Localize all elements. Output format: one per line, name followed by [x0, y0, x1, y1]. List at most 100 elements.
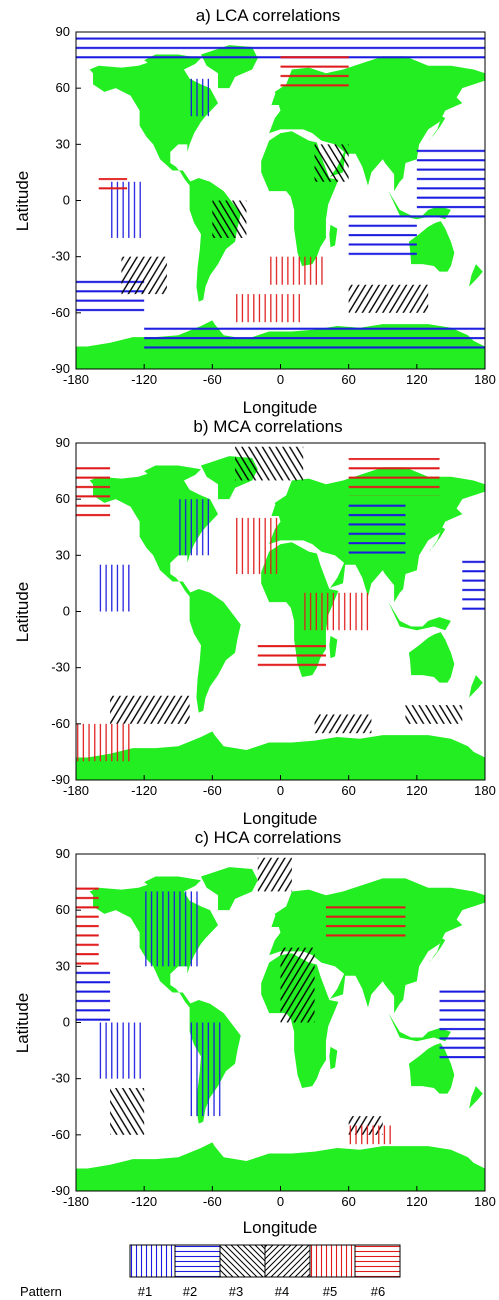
panel-hca-map: c) HCA correlations -180 -120 -60 0 60 120 180… — [13, 828, 496, 1237]
x-tick-label: 120 — [406, 1194, 428, 1209]
hatched-regions — [76, 35, 485, 351]
hatch-region-pattern-4 — [314, 144, 349, 182]
hatch-region-pattern-6 — [257, 639, 326, 668]
map-plot — [76, 857, 485, 1191]
x-tick-label: -60 — [203, 372, 222, 387]
legend-swatch-3 — [219, 1244, 266, 1278]
hatch-region-pattern-1 — [189, 78, 213, 117]
hatch-region-pattern-4 — [235, 446, 304, 481]
legend-item-label: #6 — [371, 1284, 385, 1299]
hatch-region-pattern-1 — [98, 1022, 145, 1079]
legend-swatch-6 — [354, 1244, 401, 1278]
x-tick-label: -180 — [63, 783, 89, 798]
legend-labels: #1 #2 #3 #4 #5 #6 — [138, 1284, 385, 1299]
x-tick-label: 0 — [277, 783, 284, 798]
x-tick-label: -60 — [203, 1194, 222, 1209]
y-tick-label: 30 — [56, 958, 70, 973]
x-tick-label: 180 — [474, 1194, 496, 1209]
x-tick-label: -120 — [131, 783, 157, 798]
hatch-region-pattern-6 — [280, 50, 349, 89]
x-tick-label: 180 — [474, 372, 496, 387]
legend-swatch-2 — [174, 1244, 221, 1278]
y-tick-label: 90 — [56, 435, 70, 450]
map-plot — [76, 446, 485, 780]
x-tick-label: 120 — [406, 783, 428, 798]
hatch-region-pattern-1 — [178, 499, 213, 556]
y-tick-label: 90 — [56, 24, 70, 39]
y-axis-label: Latitude — [13, 171, 32, 232]
y-tick-label: -60 — [51, 716, 70, 731]
hatch-region-pattern-2 — [348, 499, 406, 556]
x-tick-label: -120 — [131, 1194, 157, 1209]
x-tick-label: 0 — [277, 372, 284, 387]
hatch-region-pattern-4 — [212, 200, 247, 238]
hatch-region-pattern-5 — [269, 256, 326, 285]
legend-swatch-1 — [129, 1244, 176, 1278]
x-tick-label: 60 — [341, 372, 355, 387]
x-tick-label: -60 — [203, 783, 222, 798]
hatched-regions — [76, 446, 485, 762]
hatch-region-pattern-4 — [110, 1088, 145, 1135]
x-tick-label: -180 — [63, 1194, 89, 1209]
hatch-region-pattern-6 — [76, 465, 111, 518]
x-axis: -180 -120 -60 0 60 120 180 — [63, 1186, 496, 1209]
x-axis-label: Longitude — [243, 1218, 318, 1237]
x-tick-label: 0 — [277, 1194, 284, 1209]
y-tick-label: -30 — [51, 249, 70, 264]
x-tick-label: 60 — [341, 783, 355, 798]
hatch-region-pattern-6 — [76, 882, 99, 967]
y-axis: 90 60 30 0 -30 -60 -90 — [51, 435, 81, 787]
panel-title: b) MCA correlations — [193, 417, 342, 436]
hatch-region-pattern-3 — [348, 284, 429, 313]
x-tick-label: 120 — [406, 372, 428, 387]
panel-title: c) HCA correlations — [195, 828, 341, 847]
map-plot — [76, 35, 485, 369]
hatch-region-pattern-6 — [98, 178, 128, 192]
hatch-region-pattern-4 — [405, 705, 463, 724]
y-tick-label: 30 — [56, 136, 70, 151]
x-axis: -180 -120 -60 0 60 120 180 — [63, 364, 496, 387]
x-tick-label: -180 — [63, 372, 89, 387]
hatch-region-pattern-3 — [110, 695, 190, 724]
y-tick-label: 60 — [56, 491, 70, 506]
x-tick-label: 60 — [341, 1194, 355, 1209]
y-tick-label: 60 — [56, 80, 70, 95]
hatch-region-pattern-2 — [439, 985, 485, 1060]
y-tick-label: 0 — [63, 604, 70, 619]
legend-swatch-5 — [309, 1244, 356, 1278]
hatch-region-pattern-1 — [189, 1022, 224, 1117]
x-axis-label: Longitude — [243, 809, 318, 828]
legend-swatch-4 — [264, 1244, 311, 1278]
panel-title: a) LCA correlations — [196, 6, 341, 25]
hatch-region-pattern-5 — [348, 1125, 395, 1145]
legend-item-label: #3 — [229, 1284, 243, 1299]
y-tick-label: -30 — [51, 1071, 70, 1086]
y-axis: 90 60 30 0 -30 -60 -90 — [51, 24, 81, 376]
legend-item-label: #4 — [275, 1284, 289, 1299]
hatch-region-pattern-2 — [462, 555, 485, 612]
legend-label: Pattern — [20, 1284, 62, 1299]
hatch-region-pattern-2 — [348, 209, 417, 257]
y-tick-label: 30 — [56, 547, 70, 562]
hatch-region-pattern-6 — [325, 900, 406, 939]
hatch-region-pattern-2 — [76, 966, 111, 1023]
y-tick-label: 60 — [56, 902, 70, 917]
hatch-region-pattern-3 — [314, 714, 372, 734]
panel-mca-map: b) MCA correlations -180 -120 -60 0 60 120 180… — [13, 417, 496, 828]
y-tick-label: -90 — [51, 361, 70, 376]
hatch-region-pattern-5 — [303, 592, 372, 631]
x-tick-label: -120 — [131, 372, 157, 387]
legend-item-label: #2 — [183, 1284, 197, 1299]
y-axis: 90 60 30 0 -30 -60 -90 — [51, 846, 81, 1198]
x-axis: -180 -120 -60 0 60 120 180 — [63, 775, 496, 798]
hatch-region-pattern-1 — [144, 891, 201, 967]
y-tick-label: -60 — [51, 1127, 70, 1142]
y-tick-label: 0 — [63, 1015, 70, 1030]
panel-lca-map: a) LCA correlations -180 -120 -60 0 60 120 180… — [13, 6, 496, 417]
hatch-region-pattern-5 — [235, 294, 304, 323]
hatch-region-pattern-3 — [280, 947, 315, 1023]
hatch-region-pattern-5 — [235, 517, 281, 575]
legend-item-label: #5 — [323, 1284, 337, 1299]
hatch-region-pattern-2 — [144, 322, 485, 351]
